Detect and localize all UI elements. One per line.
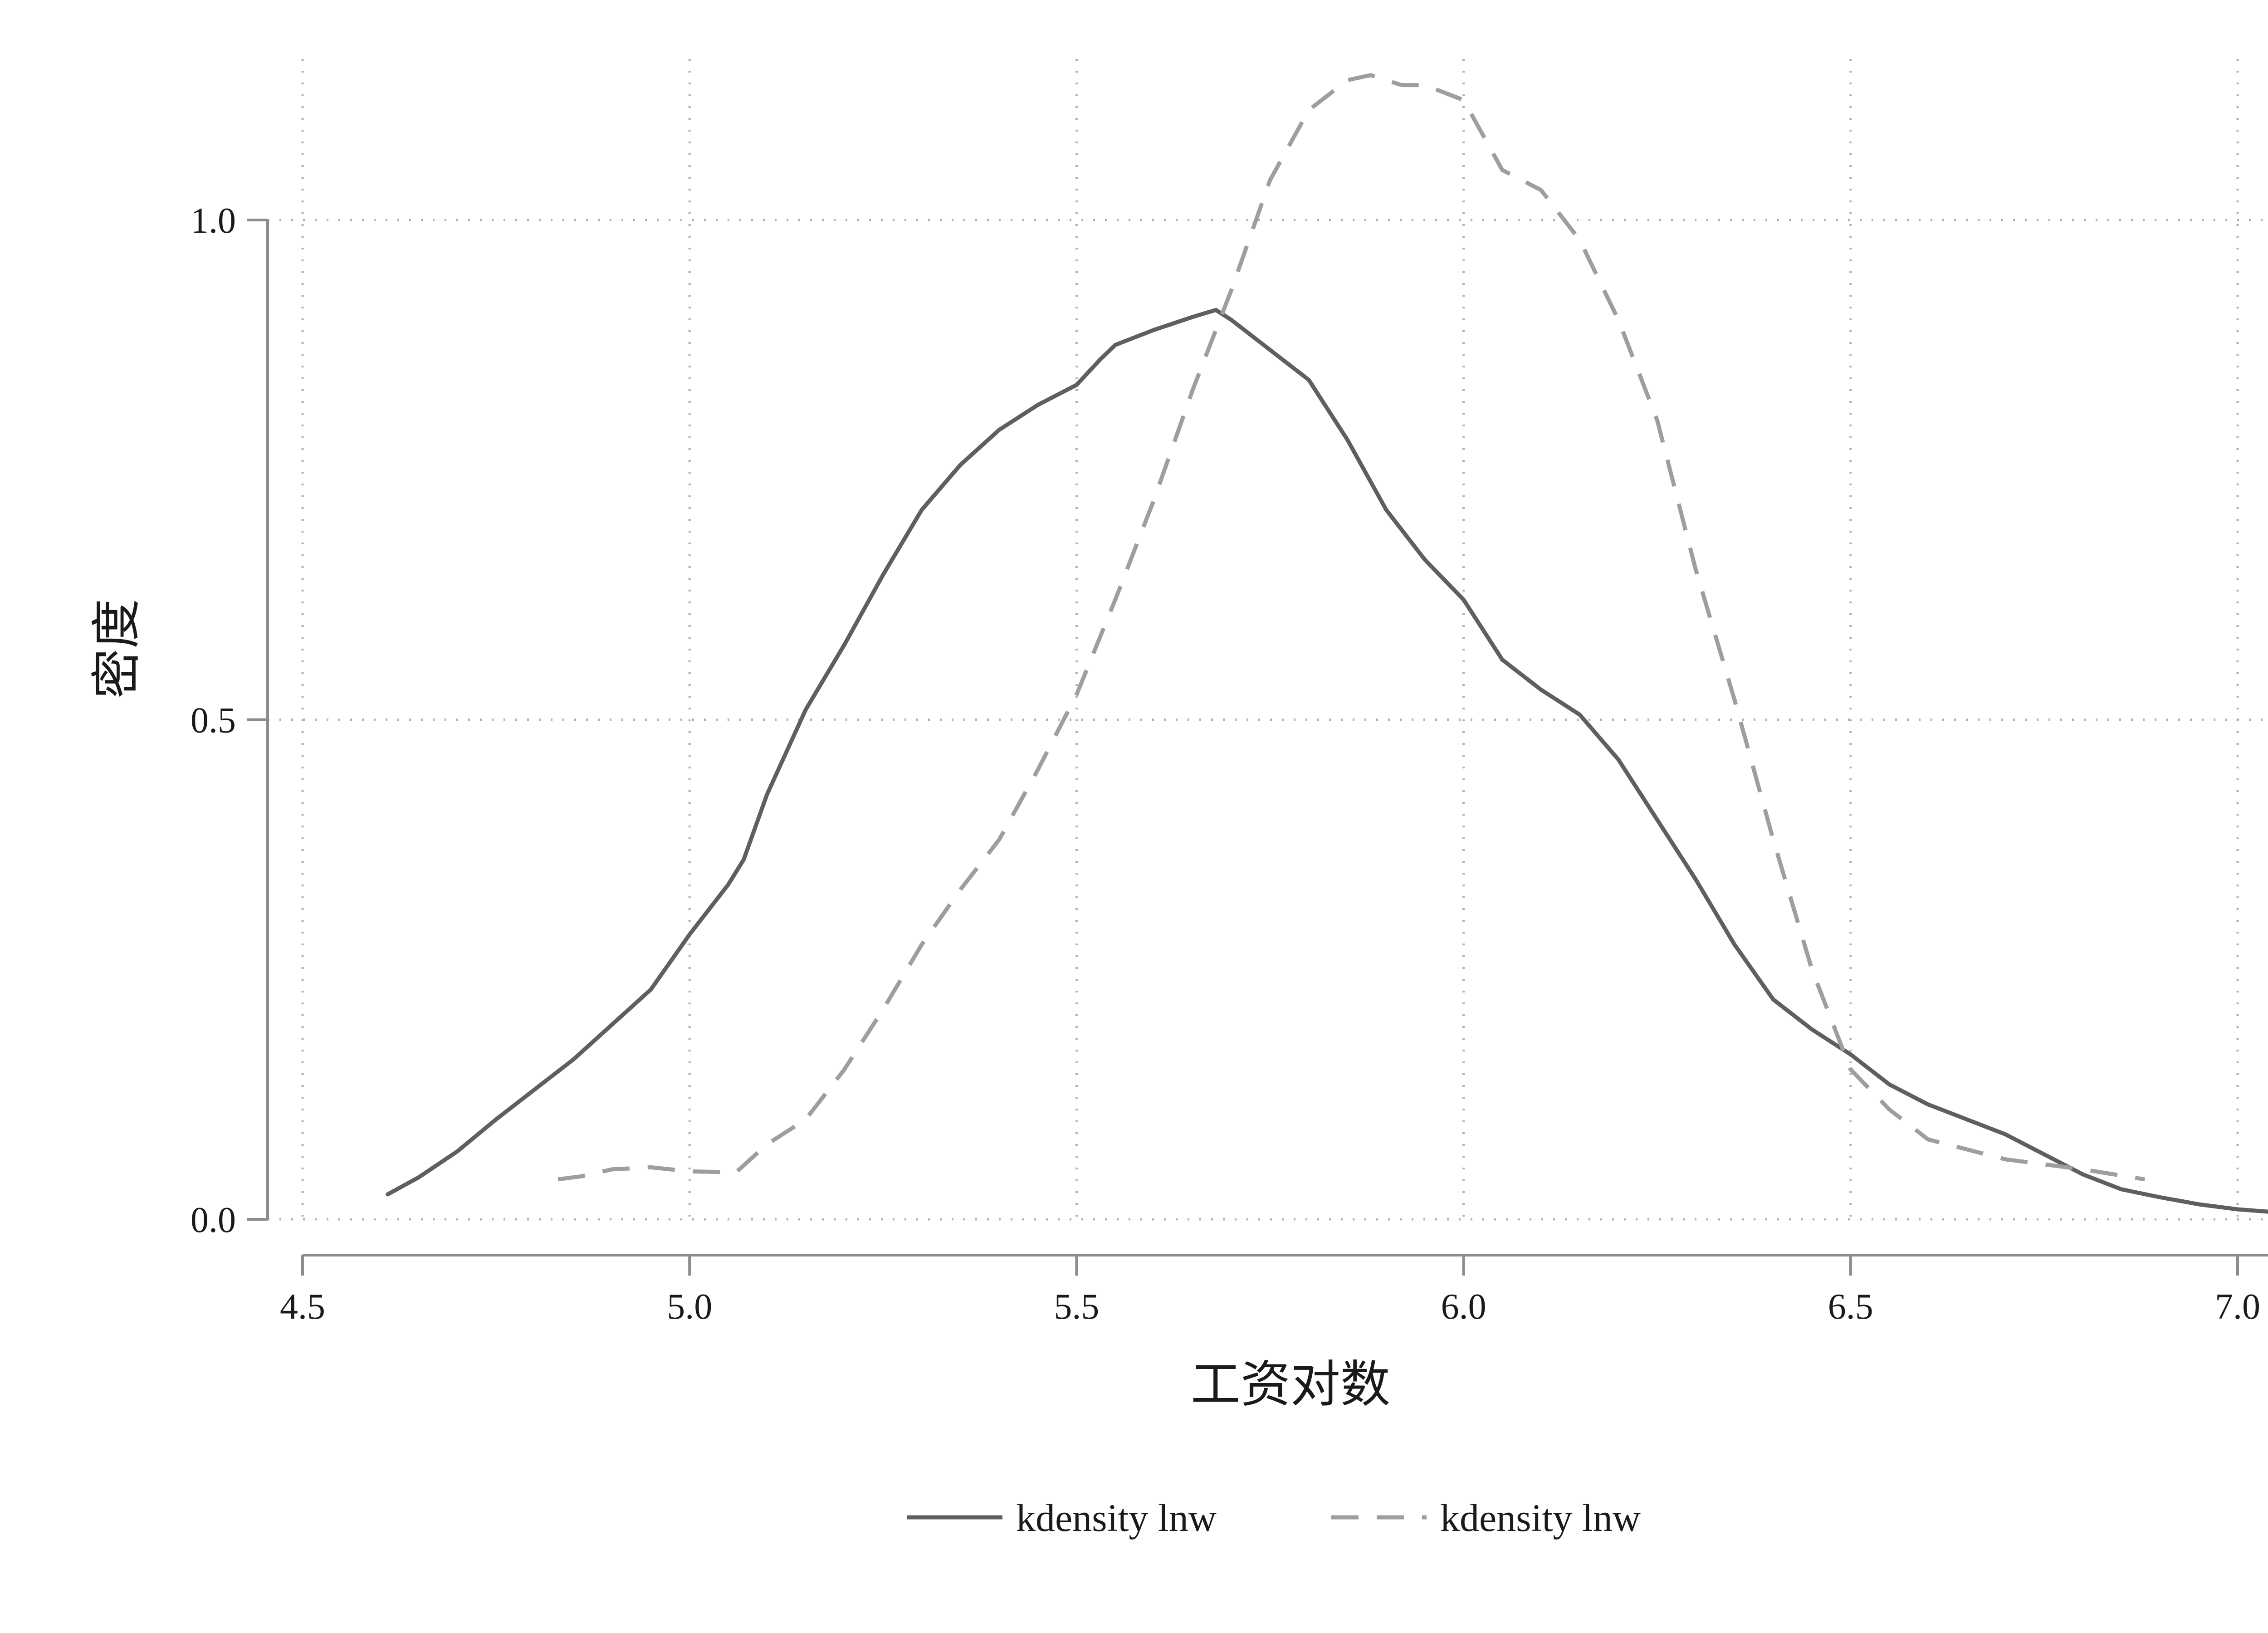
legend-label-2: kdensity lnw [1440, 1496, 1641, 1540]
y-tick-label: 0.0 [191, 1200, 236, 1240]
series-line-1 [386, 308, 2268, 1214]
series-lines [386, 73, 2268, 1214]
grid-lines [268, 59, 2268, 1225]
y-tick-label: 1.0 [191, 201, 236, 241]
x-tick-label: 5.5 [1054, 1287, 1099, 1327]
x-tick-label: 7.0 [2215, 1287, 2260, 1327]
legend: kdensity lnw kdensity lnw [907, 1496, 1641, 1540]
y-axis-title: 密度 [88, 599, 146, 699]
x-tick-label: 4.5 [280, 1287, 325, 1327]
x-axis-title: 工资对数 [1191, 1355, 1390, 1413]
legend-label-1: kdensity lnw [1016, 1496, 1217, 1540]
x-tick-label: 5.0 [667, 1287, 712, 1327]
series-line-2 [557, 73, 2145, 1182]
x-tick-label: 6.5 [1828, 1287, 1873, 1327]
y-tick-label: 0.5 [191, 701, 236, 741]
x-tick-label: 6.0 [1441, 1287, 1486, 1327]
axes: 0.0 0.5 1.0 4.5 5.0 5.5 6.0 6.5 7.0 [191, 201, 2268, 1327]
